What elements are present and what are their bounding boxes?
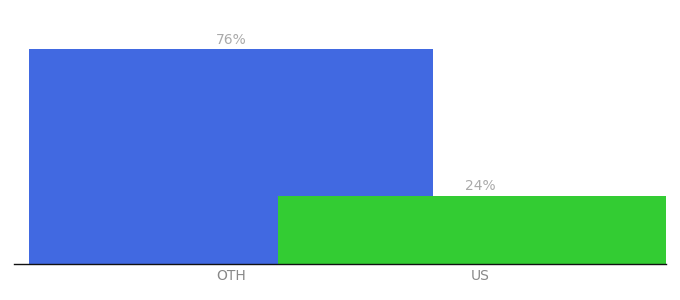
Bar <box>278 196 680 264</box>
Bar <box>29 50 433 264</box>
Text: 24%: 24% <box>464 179 495 194</box>
Text: 76%: 76% <box>216 33 247 46</box>
